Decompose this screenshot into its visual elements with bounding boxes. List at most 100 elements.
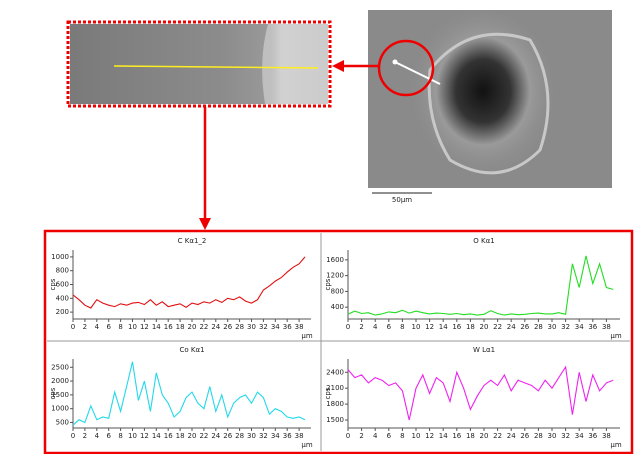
x-tick-label: 24 xyxy=(211,323,220,331)
x-tick-label: 10 xyxy=(412,323,421,331)
x-tick-label: 14 xyxy=(439,323,448,331)
x-tick-label: 26 xyxy=(223,432,232,440)
y-tick-label: 2100 xyxy=(326,384,344,392)
x-tick-label: 8 xyxy=(400,432,404,440)
x-tick-label: 28 xyxy=(235,323,244,331)
scale-label: 50μm xyxy=(392,196,412,204)
x-tick-label: 18 xyxy=(176,323,185,331)
x-tick-label: 24 xyxy=(211,432,220,440)
x-tick-label: 22 xyxy=(199,432,208,440)
x-tick-label: 22 xyxy=(493,323,502,331)
x-tick-label: 32 xyxy=(561,323,570,331)
x-tick-label: 20 xyxy=(480,323,489,331)
x-tick-label: 32 xyxy=(259,323,268,331)
x-tick-label: 8 xyxy=(118,323,122,331)
x-tick-label: 6 xyxy=(387,432,392,440)
x-tick-label: 16 xyxy=(452,323,461,331)
x-tick-label: 32 xyxy=(561,432,570,440)
y-tick-label: 1000 xyxy=(51,253,69,261)
x-tick-label: 10 xyxy=(412,432,421,440)
y-tick-label: 400 xyxy=(331,303,344,311)
x-tick-label: 12 xyxy=(425,432,434,440)
x-tick-label: 2 xyxy=(83,323,87,331)
x-tick-label: 10 xyxy=(128,432,137,440)
scan-start xyxy=(393,60,398,65)
x-tick-label: 4 xyxy=(373,323,378,331)
x-tick-label: 14 xyxy=(439,432,448,440)
x-tick-label: 2 xyxy=(359,323,363,331)
x-tick-label: 26 xyxy=(520,432,529,440)
x-axis-label: μm xyxy=(610,441,621,449)
x-tick-label: 26 xyxy=(520,323,529,331)
x-tick-label: 36 xyxy=(283,432,292,440)
x-tick-label: 12 xyxy=(425,323,434,331)
x-tick-label: 18 xyxy=(466,323,475,331)
x-tick-label: 10 xyxy=(128,323,137,331)
x-tick-label: 6 xyxy=(106,323,111,331)
x-tick-label: 20 xyxy=(188,432,197,440)
y-tick-label: 500 xyxy=(56,418,69,426)
x-tick-label: 38 xyxy=(295,432,304,440)
x-tick-label: 8 xyxy=(400,323,404,331)
x-axis-label: μm xyxy=(610,332,621,340)
y-tick-label: 1600 xyxy=(326,256,344,264)
x-tick-label: 6 xyxy=(387,323,392,331)
x-tick-label: 12 xyxy=(140,323,149,331)
y-tick-label: 800 xyxy=(331,287,344,295)
x-tick-label: 20 xyxy=(480,432,489,440)
x-tick-label: 30 xyxy=(548,432,557,440)
x-tick-label: 26 xyxy=(223,323,232,331)
x-tick-label: 4 xyxy=(95,323,100,331)
x-tick-label: 30 xyxy=(247,323,256,331)
y-tick-label: 200 xyxy=(56,308,69,316)
x-tick-label: 4 xyxy=(373,432,378,440)
x-tick-label: 38 xyxy=(602,432,611,440)
x-axis-label: μm xyxy=(301,441,312,449)
x-tick-label: 36 xyxy=(588,432,597,440)
x-tick-label: 34 xyxy=(575,323,584,331)
y-tick-label: 2500 xyxy=(51,363,69,371)
x-tick-label: 0 xyxy=(71,432,75,440)
x-tick-label: 16 xyxy=(452,432,461,440)
zoom-edge xyxy=(262,24,328,104)
y-tick-label: 800 xyxy=(56,267,69,275)
x-tick-label: 30 xyxy=(247,432,256,440)
x-tick-label: 0 xyxy=(346,323,350,331)
x-tick-label: 12 xyxy=(140,432,149,440)
x-tick-label: 34 xyxy=(575,432,584,440)
x-tick-label: 18 xyxy=(176,432,185,440)
y-tick-label: 2000 xyxy=(51,377,69,385)
x-tick-label: 28 xyxy=(534,323,543,331)
y-tick-label: 1000 xyxy=(51,405,69,413)
x-tick-label: 28 xyxy=(235,432,244,440)
x-tick-label: 6 xyxy=(106,432,111,440)
x-tick-label: 24 xyxy=(507,432,516,440)
x-tick-label: 28 xyxy=(534,432,543,440)
x-tick-label: 34 xyxy=(271,323,280,331)
x-tick-label: 30 xyxy=(548,323,557,331)
y-tick-label: 1800 xyxy=(326,400,344,408)
x-tick-label: 2 xyxy=(83,432,87,440)
y-tick-label: 600 xyxy=(56,281,69,289)
x-tick-label: 16 xyxy=(164,432,173,440)
x-tick-label: 18 xyxy=(466,432,475,440)
figure: 50μm C Kα1_2cpsμm20040060080010000246810… xyxy=(0,0,637,454)
x-tick-label: 8 xyxy=(118,432,122,440)
x-tick-label: 36 xyxy=(588,323,597,331)
chart-title: O Kα1 xyxy=(473,237,494,245)
x-tick-label: 16 xyxy=(164,323,173,331)
x-tick-label: 22 xyxy=(199,323,208,331)
x-tick-label: 24 xyxy=(507,323,516,331)
chart-title: C Kα1_2 xyxy=(178,237,207,245)
y-tick-label: 1200 xyxy=(326,272,344,280)
x-tick-label: 4 xyxy=(95,432,100,440)
x-tick-label: 36 xyxy=(283,323,292,331)
x-tick-label: 38 xyxy=(295,323,304,331)
chart-title: W Lα1 xyxy=(473,346,495,354)
y-tick-label: 400 xyxy=(56,294,69,302)
x-tick-label: 0 xyxy=(71,323,75,331)
arrow-head xyxy=(199,218,211,230)
x-tick-label: 32 xyxy=(259,432,268,440)
chart-title: Co Kα1 xyxy=(179,346,204,354)
y-tick-label: 1500 xyxy=(51,391,69,399)
